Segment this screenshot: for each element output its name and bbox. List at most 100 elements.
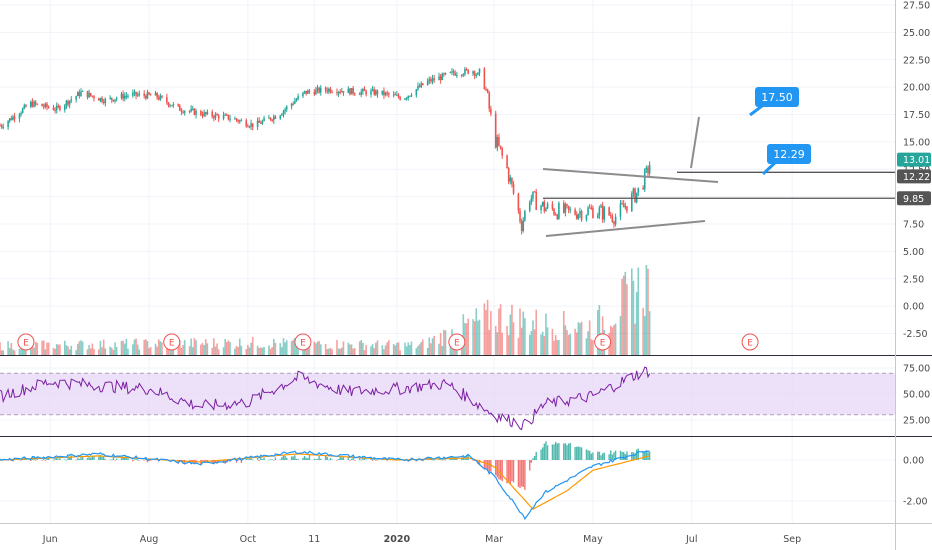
macd-histogram-bar xyxy=(245,458,247,460)
candle-body xyxy=(392,94,395,96)
volume-bar xyxy=(250,342,252,355)
earnings-marker[interactable] xyxy=(17,333,35,351)
macd-axis[interactable]: 0.00 -2.00 xyxy=(903,456,928,508)
volume-bar xyxy=(648,311,651,355)
candle-body xyxy=(7,121,9,128)
candle-body xyxy=(308,90,311,92)
candle-body xyxy=(234,118,236,120)
trend-drawings[interactable] xyxy=(542,116,895,237)
volume-bar xyxy=(258,348,260,355)
candle-body xyxy=(352,88,354,94)
earnings-marker[interactable] xyxy=(594,333,612,351)
candle-body xyxy=(261,120,264,124)
candle-body xyxy=(647,167,649,174)
volume-bar xyxy=(245,349,248,355)
candle-body xyxy=(509,177,512,182)
candle-body xyxy=(430,79,432,82)
trendline-lower[interactable] xyxy=(545,220,706,237)
time-axis[interactable]: Jun Aug Oct 11 2020 Mar May Jul Sep xyxy=(42,534,801,545)
candle-body xyxy=(8,118,11,122)
trendline-upper[interactable] xyxy=(542,168,719,183)
macd-histogram-bar xyxy=(261,459,264,460)
volume-bar xyxy=(375,342,377,355)
macd-histogram-bar xyxy=(315,459,317,460)
callout-breakout[interactable]: 12.29 xyxy=(761,144,811,176)
macd-histogram-bar xyxy=(318,456,320,460)
earnings-marker[interactable] xyxy=(741,333,759,351)
candle-body xyxy=(362,88,364,92)
volume-bar xyxy=(464,323,466,355)
volume-bar xyxy=(353,348,356,355)
callout-target-label: 17.50 xyxy=(761,91,793,104)
macd-histogram-bar xyxy=(592,452,594,460)
volume-bar xyxy=(109,346,111,355)
macd-histogram-bar xyxy=(109,459,111,461)
macd-histogram-bar xyxy=(376,459,379,461)
macd-histogram-bar xyxy=(67,456,69,460)
target-projection-line[interactable] xyxy=(690,116,700,169)
callout-target[interactable]: 17.50 xyxy=(749,87,799,117)
time-tick-label: Aug xyxy=(140,534,159,545)
macd-histogram-bar xyxy=(520,460,523,487)
volume-bar xyxy=(329,347,332,355)
macd-histogram-bar xyxy=(519,460,521,489)
candle-body xyxy=(631,193,633,212)
candle-body xyxy=(449,72,452,74)
rsi-axis[interactable]: 75.00 50.00 25.00 xyxy=(903,364,930,427)
volume-bar xyxy=(138,349,141,355)
macd-histogram-bar xyxy=(478,460,481,466)
earnings-marker[interactable] xyxy=(294,333,312,351)
macd-histogram-bar xyxy=(143,460,145,461)
price-badge-label: 13.01 xyxy=(903,155,930,166)
volume-bar xyxy=(621,278,623,355)
candle-body xyxy=(637,187,640,193)
rsi-band-fill xyxy=(0,373,895,415)
macd-histogram-bar xyxy=(485,460,487,469)
candle-body xyxy=(294,101,296,104)
macd-histogram-bar xyxy=(522,460,524,488)
candle-body xyxy=(454,73,457,76)
candle-body xyxy=(441,73,444,80)
earnings-marker[interactable] xyxy=(448,333,466,351)
macd-histogram-bar xyxy=(499,460,502,480)
volume-bar xyxy=(598,305,601,355)
volume-bar xyxy=(350,344,353,355)
macd-histogram-bar xyxy=(532,458,534,460)
volume-bar xyxy=(394,345,397,355)
macd-histogram-bar xyxy=(553,444,555,460)
volume-bar xyxy=(238,338,241,355)
candle-body xyxy=(248,126,251,128)
candle-body xyxy=(93,96,95,99)
earnings-marker[interactable] xyxy=(163,333,181,351)
candle-body xyxy=(59,106,61,110)
candle-body xyxy=(34,101,37,104)
candle-body xyxy=(2,127,5,129)
candle-body xyxy=(44,103,47,107)
macd-histogram-bar xyxy=(600,455,602,460)
price-candles[interactable] xyxy=(0,66,651,235)
candle-body xyxy=(386,92,388,94)
candle-body xyxy=(520,221,523,232)
candle-body xyxy=(456,74,458,76)
macd-histogram-bar xyxy=(352,456,354,460)
candle-body xyxy=(256,120,259,128)
candle-body xyxy=(614,216,617,225)
candle-body xyxy=(405,98,408,100)
candle-body xyxy=(396,94,398,96)
macd-histogram-bar xyxy=(342,456,345,460)
volume-bar xyxy=(592,340,594,355)
macd-histogram-bar xyxy=(472,460,474,461)
volume-bar xyxy=(407,342,410,355)
candle-body xyxy=(247,126,249,128)
volume-bar xyxy=(25,346,27,355)
macd-histogram-bar xyxy=(566,445,568,460)
macd-histogram-bar xyxy=(341,457,343,460)
candle-body xyxy=(285,106,288,110)
macd-histogram-bar xyxy=(101,457,103,460)
macd-histogram-bar xyxy=(598,451,601,460)
volume-bar xyxy=(222,347,225,355)
candle-body xyxy=(601,205,604,220)
candle-body xyxy=(498,137,500,146)
